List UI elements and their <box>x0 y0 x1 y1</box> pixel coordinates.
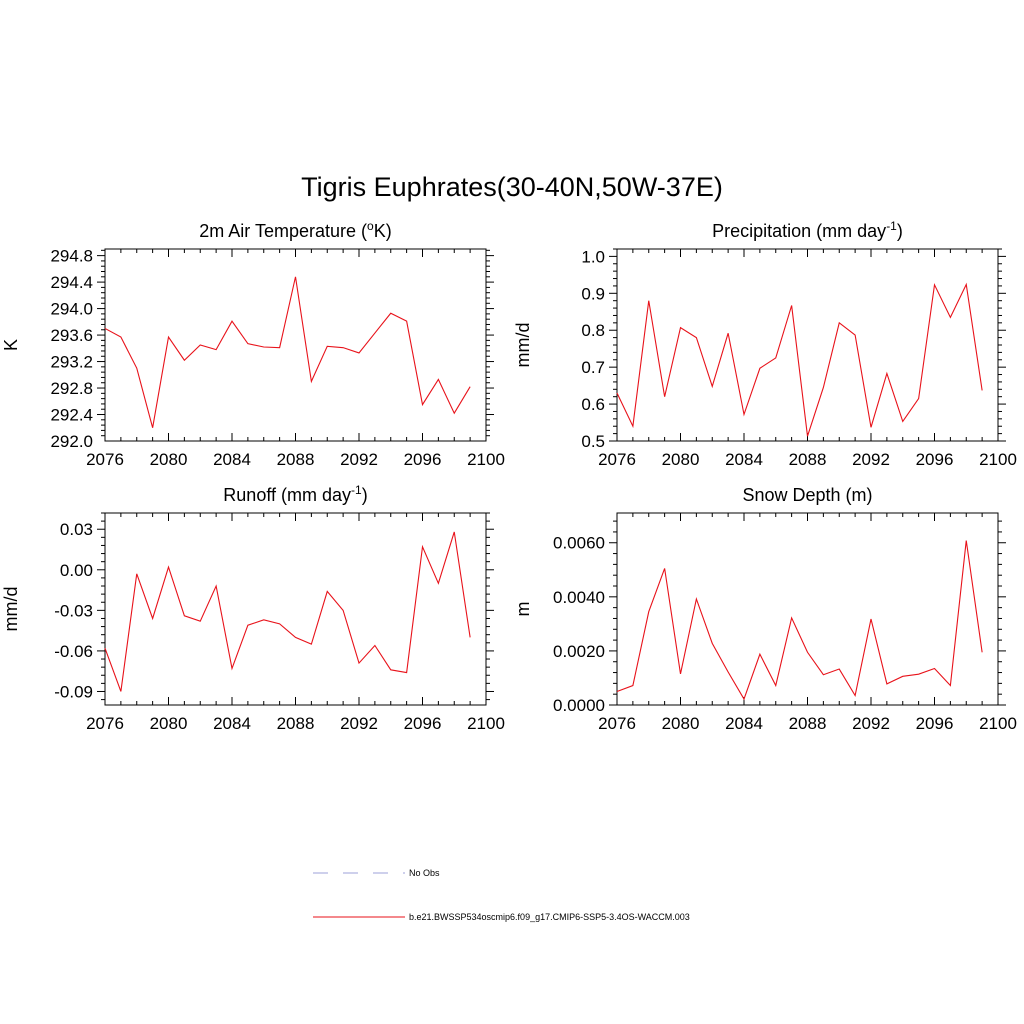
plot-frame-precipitation <box>616 248 999 442</box>
series-line-snow-depth <box>616 540 983 701</box>
y-tick-label: 293.6 <box>50 326 93 345</box>
x-tick-label: 2092 <box>340 714 378 733</box>
y-tick-label: -0.03 <box>54 601 93 620</box>
x-tick-label: 2096 <box>404 450 442 469</box>
x-tick-label: 2092 <box>852 450 890 469</box>
x-tick-label: 2084 <box>725 450 763 469</box>
x-tick-label: 2096 <box>916 450 954 469</box>
panel-title-snow-depth: Snow Depth (m) <box>742 485 872 505</box>
series-line-precipitation <box>616 282 983 437</box>
y-tick-label: 0.5 <box>581 432 605 451</box>
x-tick-label: 2088 <box>789 714 827 733</box>
y-tick-label: 0.03 <box>60 520 93 539</box>
y-tick-label: 0.8 <box>581 321 605 340</box>
panel-precipitation: Precipitation (mm day-1) mm/d 2076 2080 2084… <box>513 219 1017 469</box>
x-tick-label: 2076 <box>86 714 124 733</box>
y-axis-label-precipitation: mm/d <box>513 323 533 368</box>
x-ticks-runoff <box>104 513 487 705</box>
y-ticks-snow-depth <box>609 520 1006 706</box>
x-tick-label: 2084 <box>213 450 251 469</box>
y-tick-label: -0.09 <box>54 682 93 701</box>
x-tick-label: 2088 <box>277 450 315 469</box>
y-tick-label: 294.0 <box>50 300 93 319</box>
series-line-temperature <box>104 276 471 428</box>
y-tick-label: 0.0040 <box>553 588 605 607</box>
legend-model-label: b.e21.BWSSP534oscmip6.f09_g17.CMIP6-SSP5… <box>409 912 690 922</box>
panel-title-runoff: Runoff (mm day-1) <box>223 483 367 505</box>
y-tick-label: 0.00 <box>60 561 93 580</box>
y-axis-label-temperature: K <box>1 339 21 351</box>
panel-temperature: 2m Air Temperature (oK) K 2076 2080 2084 2088… <box>1 219 505 469</box>
y-tick-label: 293.2 <box>50 353 93 372</box>
panel-runoff: Runoff (mm day-1) mm/d 2076 2080 2084 2088 209… <box>1 483 505 733</box>
legend: No Obs b.e21.BWSSP534oscmip6.f09_g17.CMI… <box>313 868 690 922</box>
y-tick-label: 292.0 <box>50 432 93 451</box>
y-ticks-runoff <box>97 512 494 701</box>
y-tick-label: 292.4 <box>50 406 93 425</box>
y-tick-label: 1.0 <box>581 247 605 266</box>
x-ticks-precipitation <box>616 249 999 441</box>
y-axis-label-runoff: mm/d <box>1 587 21 632</box>
y-tick-label: 0.9 <box>581 284 605 303</box>
x-tick-label: 2096 <box>916 714 954 733</box>
y-ticks-precipitation <box>609 248 1006 442</box>
x-tick-label: 2100 <box>467 450 505 469</box>
y-tick-label: 0.0020 <box>553 642 605 661</box>
y-ticks-temperature <box>97 249 494 437</box>
series-line-runoff <box>104 531 471 692</box>
x-tick-label: 2100 <box>979 714 1017 733</box>
x-tick-label: 2076 <box>598 450 636 469</box>
x-tick-label: 2092 <box>340 450 378 469</box>
x-tick-label: 2084 <box>725 714 763 733</box>
plot-frame-runoff <box>104 512 487 706</box>
y-axis-label-snow-depth: m <box>513 602 533 617</box>
panel-snow-depth: Snow Depth (m) m 2076 2080 2084 2088 2092 2096 2… <box>513 485 1017 733</box>
figure-title: Tigris Euphrates(30-40N,50W-37E) <box>301 172 723 202</box>
y-tick-label: 0.0000 <box>553 696 605 715</box>
x-tick-label: 2080 <box>150 714 188 733</box>
x-tick-label: 2092 <box>852 714 890 733</box>
y-tick-label: 0.0060 <box>553 534 605 553</box>
y-tick-label: 294.4 <box>50 273 93 292</box>
x-tick-label: 2088 <box>277 714 315 733</box>
panel-title-temperature: 2m Air Temperature (oK) <box>199 219 391 241</box>
x-tick-label: 2096 <box>404 714 442 733</box>
plot-frame-snow-depth <box>616 512 999 706</box>
x-tick-label: 2080 <box>662 450 700 469</box>
x-tick-label: 2080 <box>150 450 188 469</box>
y-tick-label: 0.6 <box>581 395 605 414</box>
y-tick-label: 0.7 <box>581 358 605 377</box>
panels: 2m Air Temperature (oK) K 2076 2080 2084 2088… <box>1 219 1017 733</box>
panel-title-precipitation: Precipitation (mm day-1) <box>712 219 903 241</box>
y-tick-label: 292.8 <box>50 379 93 398</box>
y-tick-label: 294.8 <box>50 247 93 266</box>
x-tick-label: 2100 <box>467 714 505 733</box>
x-tick-label: 2076 <box>86 450 124 469</box>
x-ticks-snow-depth <box>616 513 999 705</box>
x-tick-label: 2088 <box>789 450 827 469</box>
x-tick-label: 2100 <box>979 450 1017 469</box>
legend-obs-label: No Obs <box>409 868 440 878</box>
x-tick-label: 2084 <box>213 714 251 733</box>
x-tick-label: 2076 <box>598 714 636 733</box>
x-tick-label: 2080 <box>662 714 700 733</box>
y-tick-label: -0.06 <box>54 642 93 661</box>
